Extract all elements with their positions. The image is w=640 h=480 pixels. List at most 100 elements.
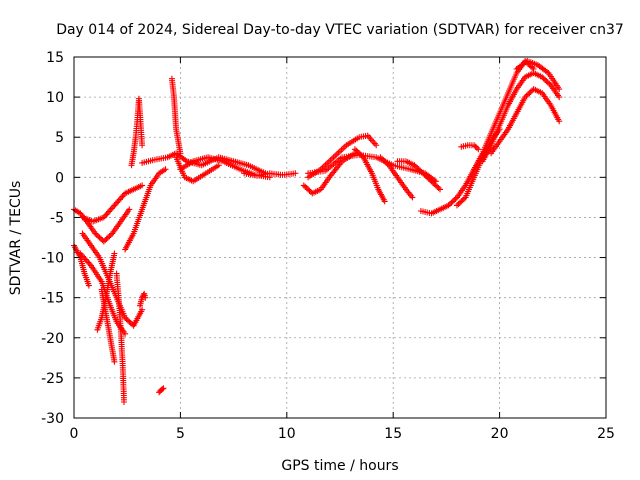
data-point	[417, 167, 424, 174]
data-point	[378, 155, 385, 162]
data-point	[124, 317, 131, 324]
axes: 0 5 10 15 20 25 -30 -25 -20 -15 -10 -5 0 5 10 15	[41, 50, 615, 442]
data-point	[111, 250, 118, 257]
series-arc-07	[113, 270, 127, 405]
data-point	[434, 183, 441, 190]
data-point	[305, 186, 312, 193]
series-arc-29	[488, 86, 563, 157]
data-point	[456, 199, 463, 206]
data-point	[381, 158, 388, 165]
data-point	[556, 118, 563, 125]
data-point	[351, 146, 358, 153]
data-point	[139, 182, 146, 189]
data-point	[160, 385, 167, 392]
x-tick-label: 10	[278, 426, 296, 442]
data-point	[452, 195, 459, 202]
y-tick-label: -20	[41, 331, 64, 347]
series-arc-23	[394, 158, 443, 193]
y-tick-label: 10	[46, 90, 64, 106]
data-point	[556, 86, 563, 93]
y-tick-label: 0	[55, 170, 64, 186]
x-tick-label: 0	[70, 426, 79, 442]
data-point	[107, 231, 114, 238]
y-tick-label: 5	[55, 130, 64, 146]
data-point	[435, 185, 442, 191]
series-arc-02	[71, 242, 92, 289]
y-axis-label: SDTVAR / TECUs	[8, 181, 24, 296]
data-point	[159, 386, 166, 393]
data-point	[121, 399, 127, 405]
x-tick-label: 20	[491, 426, 509, 442]
plot-frame	[73, 56, 607, 419]
data-point	[525, 91, 531, 98]
data-point	[359, 152, 365, 159]
data-point	[458, 198, 465, 205]
series-arc-22	[377, 154, 416, 201]
data-point	[472, 143, 479, 150]
data-point	[162, 166, 169, 173]
data-point	[111, 358, 118, 365]
data-point	[303, 185, 310, 191]
data-point	[539, 74, 546, 81]
data-point	[542, 76, 548, 83]
series-arc-11	[137, 290, 149, 309]
data-point	[139, 306, 146, 313]
y-tick-label: -15	[41, 291, 64, 307]
series-arc-17	[241, 170, 299, 179]
data-point	[300, 182, 307, 189]
series-arc-26	[458, 142, 482, 153]
data-point	[409, 194, 416, 201]
data-point	[471, 142, 478, 149]
data-point	[123, 316, 130, 323]
chart-title: Day 014 of 2024, Sidereal Day-to-day VTE…	[56, 22, 624, 38]
data-point	[556, 94, 563, 101]
data-point	[526, 90, 533, 97]
series-arc-30	[513, 58, 563, 93]
data-point	[95, 233, 102, 240]
data-point	[543, 78, 550, 85]
series-arc-08	[79, 182, 146, 225]
data-point	[427, 177, 434, 183]
series-arc-06	[98, 286, 118, 365]
y-tick-label: -10	[41, 251, 64, 267]
x-axis-label: GPS time / hours	[281, 458, 398, 474]
x-tick-label: 25	[597, 426, 615, 442]
x-tick-label: 5	[176, 426, 185, 442]
data-point	[418, 169, 425, 175]
data-point	[527, 88, 534, 95]
data-point	[85, 282, 92, 289]
data-point	[380, 157, 387, 163]
data-point	[420, 170, 426, 177]
data-point	[437, 186, 443, 193]
data-points	[71, 58, 563, 405]
data-point	[126, 318, 133, 325]
data-point	[139, 142, 146, 149]
series-arc-10	[128, 95, 146, 169]
data-point	[429, 179, 436, 186]
series-arc-13	[168, 75, 184, 157]
data-point	[126, 206, 133, 213]
y-tick-label: 15	[46, 50, 64, 66]
data-point	[93, 231, 100, 238]
series-arc-09	[122, 166, 169, 253]
data-point	[98, 235, 104, 242]
data-point	[92, 230, 99, 237]
data-point	[306, 187, 313, 194]
y-tick-label: -30	[41, 411, 64, 427]
series-arc-28	[479, 70, 563, 165]
series-arc-24	[417, 166, 478, 217]
data-point	[432, 182, 439, 189]
data-point	[448, 199, 455, 206]
data-point	[356, 150, 363, 157]
data-point	[523, 92, 530, 99]
data-point	[381, 198, 388, 205]
data-point	[425, 175, 432, 182]
data-point	[455, 201, 462, 208]
data-point	[411, 162, 418, 169]
series-arc-21	[351, 146, 388, 205]
data-point	[102, 237, 109, 244]
data-point	[142, 294, 149, 301]
y-tick-label: -5	[50, 210, 64, 226]
data-point	[473, 144, 480, 151]
data-point	[384, 161, 391, 167]
